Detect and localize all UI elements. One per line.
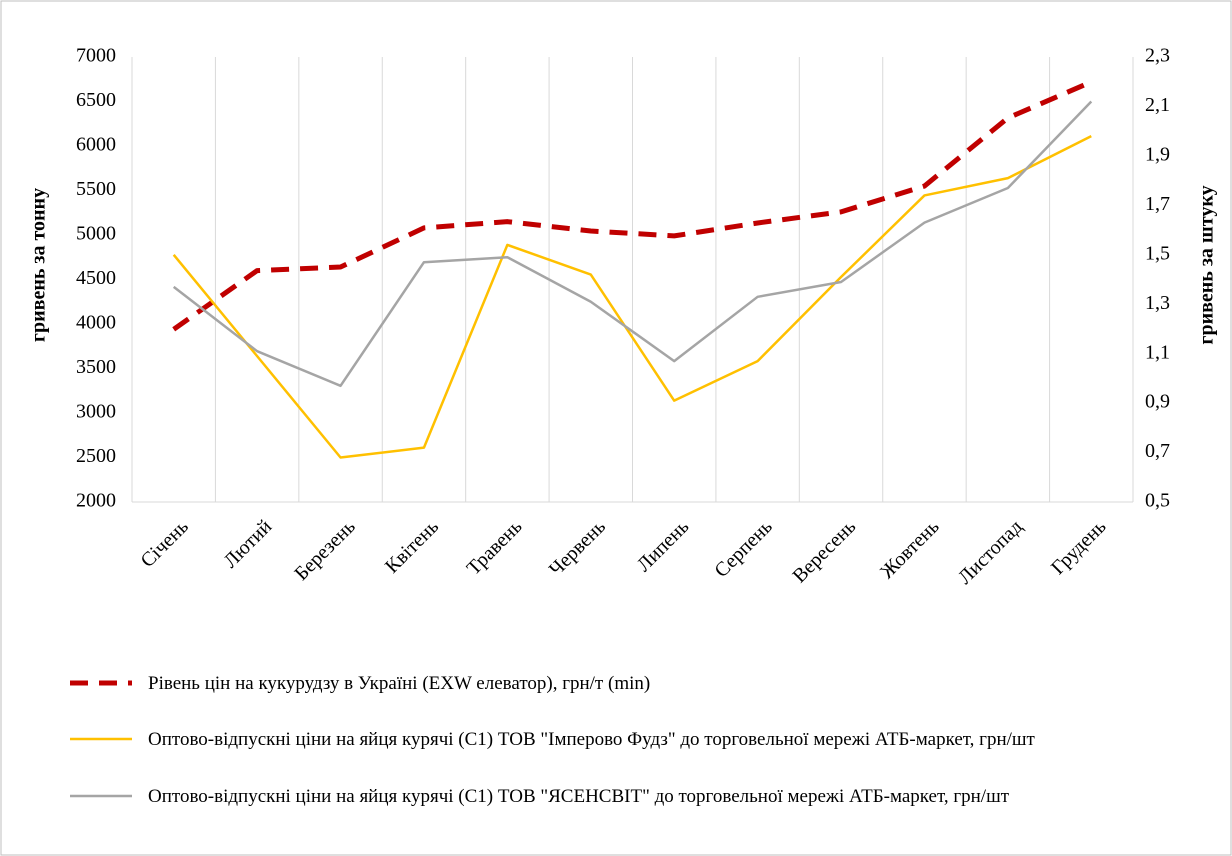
y2-tick-label: 0,9: [1145, 391, 1170, 413]
x-tick-label: Листопад: [954, 516, 1027, 589]
y2-tick-label: 2,3: [1145, 45, 1170, 67]
y-tick-label: 3000: [76, 401, 116, 423]
y-tick-label: 6000: [76, 134, 116, 156]
x-tick-label: Січень: [137, 516, 193, 572]
series-line: [172, 100, 1093, 388]
x-tick-label: Травень: [463, 516, 527, 580]
y-tick-label: 2500: [76, 445, 116, 467]
y-tick-label: 5000: [76, 223, 116, 245]
y2-tick-label: 1,3: [1145, 292, 1170, 314]
y-tick-label: 4000: [76, 312, 116, 334]
y2-tick-label: 0,7: [1145, 440, 1170, 462]
y2-axis-label: гривень за штуку: [1196, 185, 1218, 344]
y-tick-label: 4500: [76, 267, 116, 289]
y-tick-label: 7000: [76, 45, 116, 67]
y2-tick-label: 0,5: [1145, 490, 1170, 512]
x-tick-label: Жовтень: [876, 516, 943, 583]
x-tick-label: Грудень: [1047, 516, 1110, 579]
legend-label: Оптово-відпускні ціни на яйця курячі (С1…: [148, 729, 1035, 750]
y2-tick-label: 1,9: [1145, 143, 1170, 165]
y2-tick-label: 2,1: [1145, 94, 1170, 116]
y-tick-label: 6500: [76, 89, 116, 111]
x-tick-label: Квітень: [381, 516, 443, 578]
legend-label: Оптово-відпускні ціни на яйця курячі (С1…: [148, 786, 1010, 807]
y-tick-label: 5500: [76, 178, 116, 200]
x-tick-label: Липень: [633, 516, 694, 577]
y2-tick-label: 1,5: [1145, 242, 1170, 264]
y-axis-label: гривень за тонну: [28, 188, 50, 342]
y-tick-label: 2000: [76, 490, 116, 512]
x-tick-label: Серпень: [710, 516, 776, 582]
y2-tick-label: 1,7: [1145, 193, 1170, 215]
x-tick-label: Вересень: [788, 516, 860, 588]
x-tick-label: Червень: [545, 516, 610, 581]
x-tick-label: Лютий: [219, 515, 276, 572]
legend-label: Рівень цін на кукурудзу в Україні (EXW е…: [148, 673, 651, 694]
y2-tick-label: 1,1: [1145, 341, 1170, 363]
series-line: [172, 134, 1092, 459]
x-tick-label: Березень: [290, 516, 359, 585]
y-tick-label: 3500: [76, 356, 116, 378]
